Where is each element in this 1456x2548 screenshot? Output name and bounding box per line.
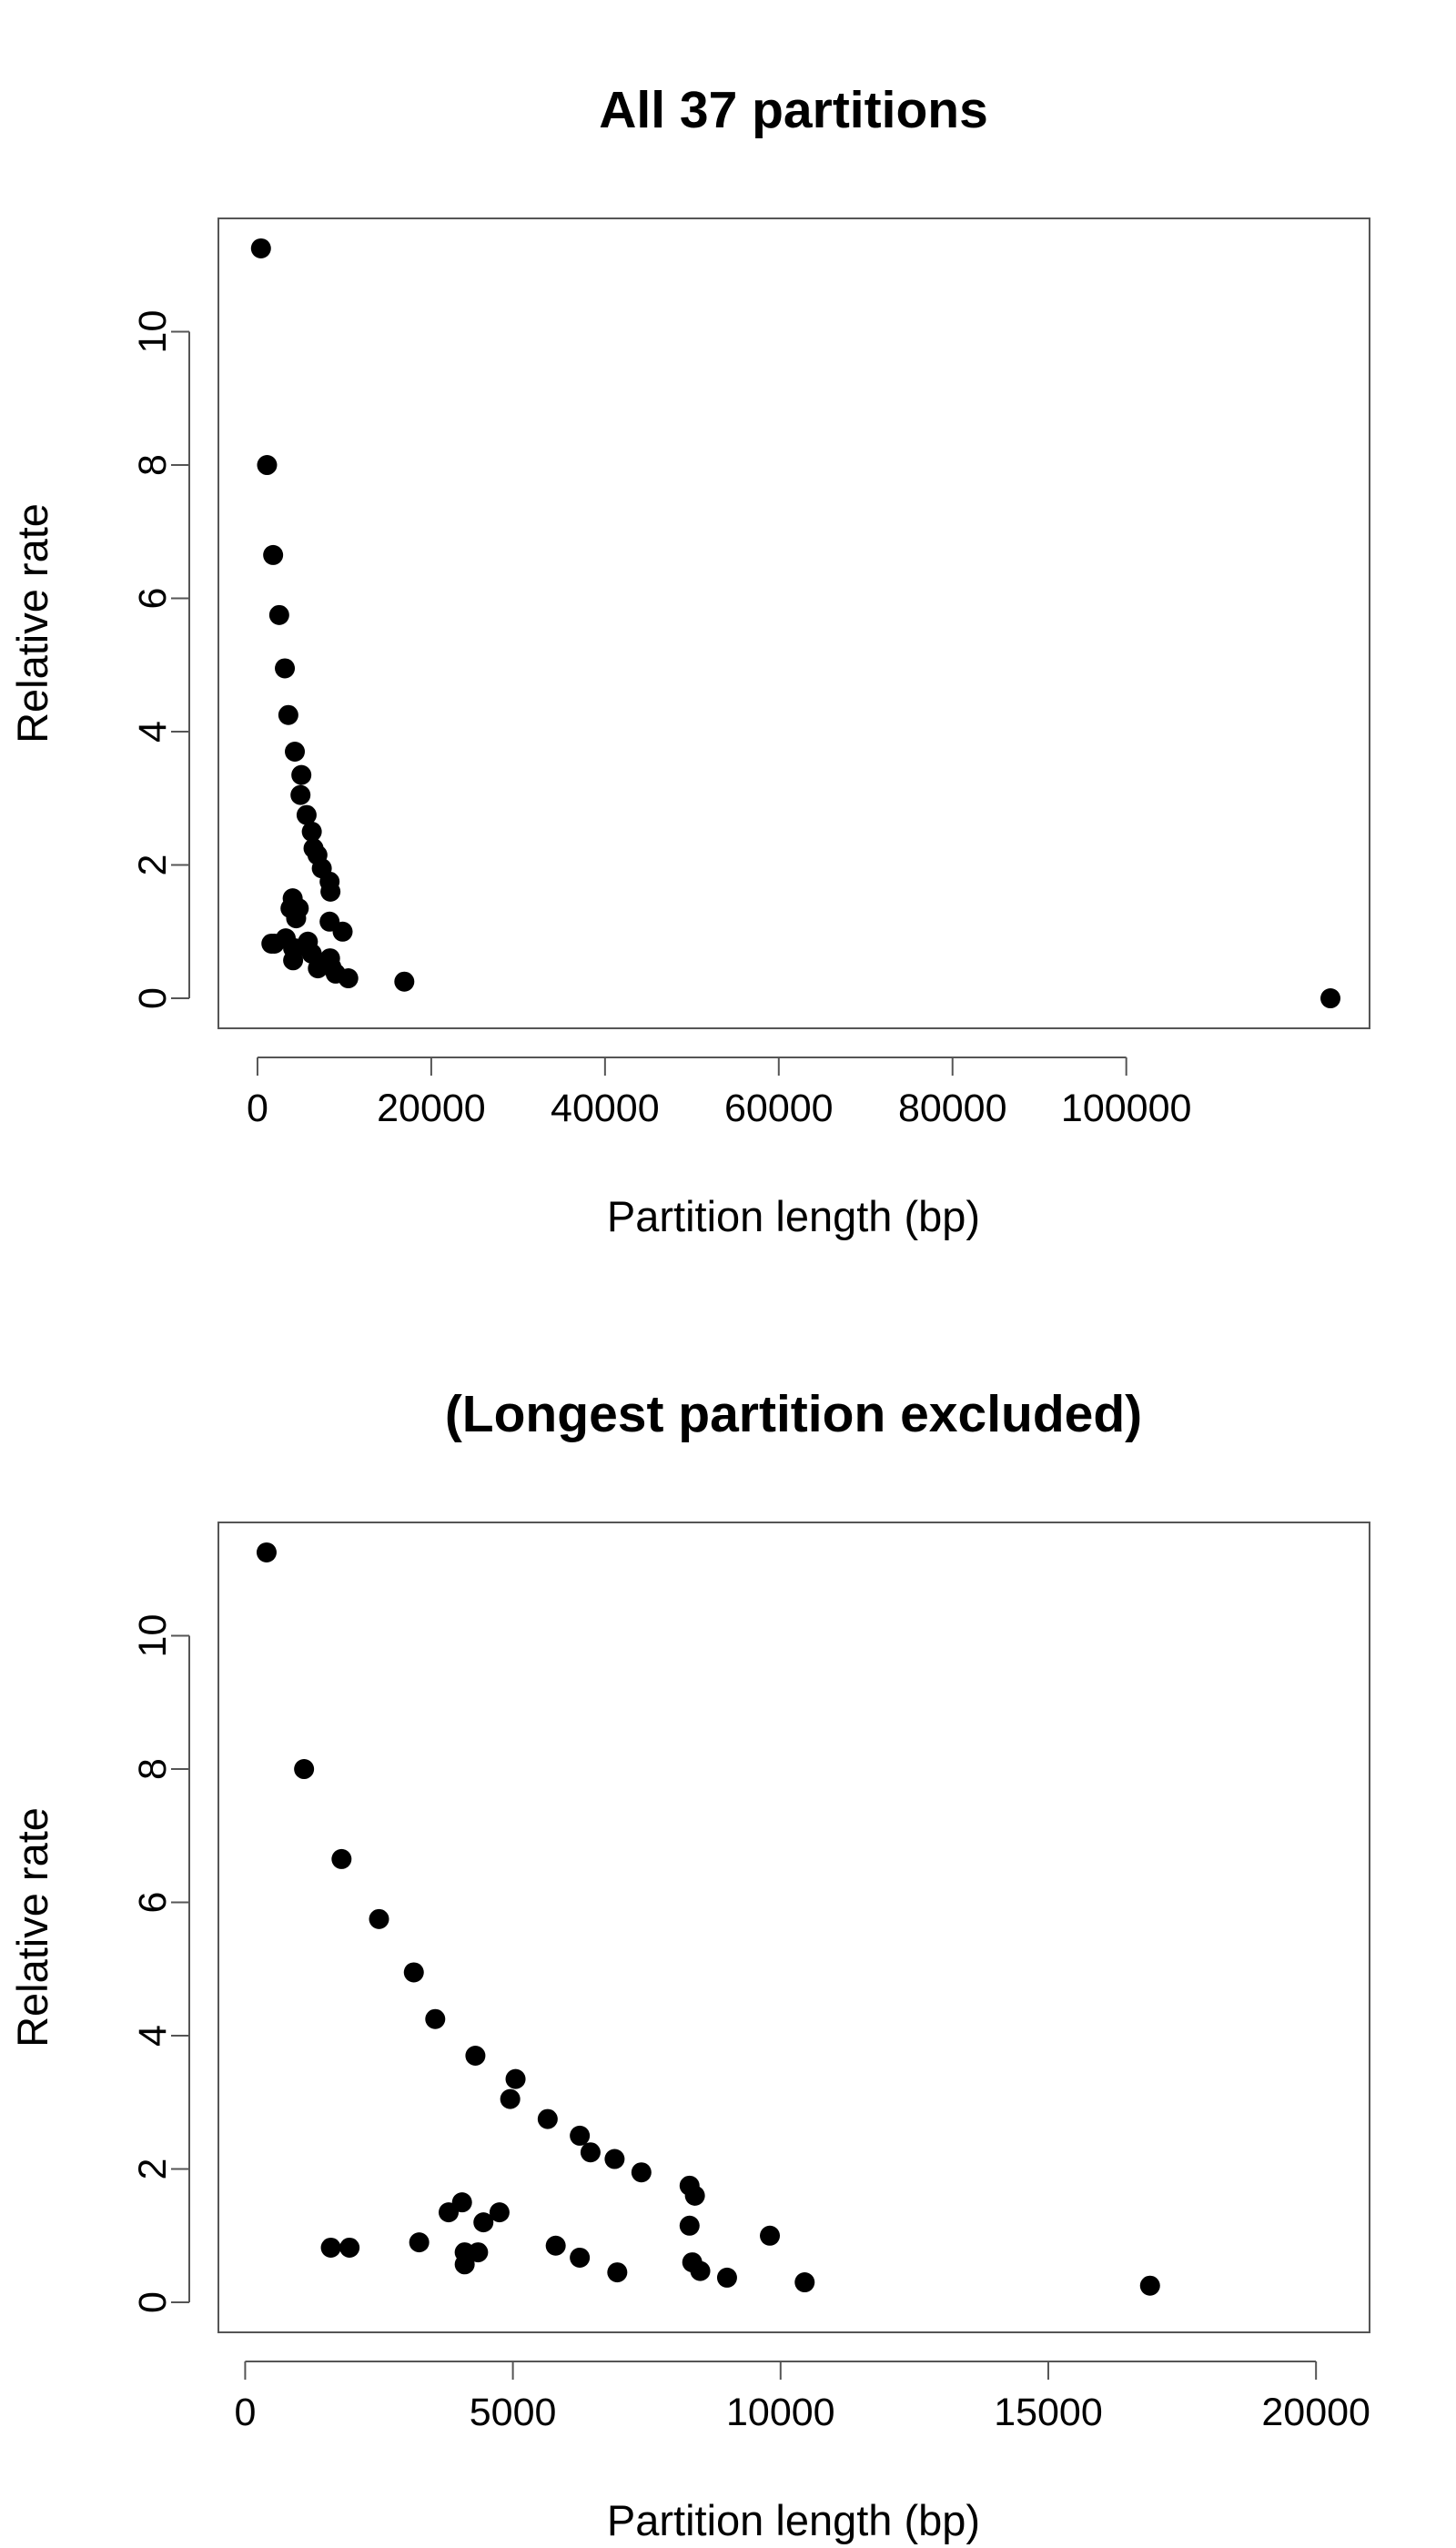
data-point [454, 2254, 475, 2275]
data-point [604, 2149, 625, 2169]
data-point [468, 2242, 489, 2263]
x-axis: 0 5000 10000 15000 20000 [234, 2361, 1370, 2434]
plot-frame [217, 1522, 1370, 2333]
y-tick-label: 6 [131, 588, 175, 610]
x-tick-label: 10000 [726, 2391, 835, 2434]
data-point [545, 2235, 566, 2256]
x-axis-label: Partition length (bp) [607, 2496, 980, 2544]
data-point [403, 1962, 424, 1983]
data-point [278, 704, 298, 725]
data-point [250, 238, 271, 258]
data-point [580, 2142, 601, 2163]
x-tick-label: 60000 [724, 1087, 834, 1130]
data-point [275, 658, 296, 679]
data-point [338, 968, 359, 989]
data-point [439, 2202, 459, 2223]
y-tick-label: 4 [131, 721, 175, 743]
data-point [505, 2068, 526, 2089]
data-point [425, 2008, 446, 2029]
data-point [1320, 988, 1341, 1009]
y-tick-label: 10 [131, 310, 175, 354]
data-point [294, 1759, 315, 1780]
data-point [1139, 2275, 1160, 2296]
x-tick-label: 15000 [994, 2391, 1103, 2434]
y-tick-label: 8 [131, 454, 175, 476]
y-tick-label: 4 [131, 2025, 175, 2047]
data-point [465, 2046, 486, 2067]
data-point [684, 2185, 705, 2206]
data-point [290, 784, 311, 805]
data-point [489, 2202, 510, 2223]
data-point [301, 821, 322, 842]
data-point [291, 764, 312, 785]
y-tick-label: 6 [131, 1892, 175, 1914]
data-point [320, 2237, 341, 2258]
y-tick-label: 2 [131, 854, 175, 876]
data-point [607, 2262, 628, 2283]
data-point [690, 2260, 711, 2281]
chart-title: All 37 partitions [599, 81, 988, 139]
y-axis-label: Relative rate [8, 503, 56, 743]
data-point [537, 2108, 558, 2129]
data-point [679, 2215, 700, 2236]
data-point [296, 804, 317, 825]
chart-panel-longest-excluded: (Longest partition excluded) 0 5000 10000 1… [8, 1385, 1370, 2544]
data-point [285, 742, 306, 763]
data-point [283, 950, 304, 971]
x-tick-label: 40000 [551, 1087, 660, 1130]
y-axis: 0 2 4 6 8 10 [131, 310, 190, 1009]
data-point [473, 2212, 494, 2233]
y-tick-label: 0 [131, 2291, 175, 2313]
data-point [268, 604, 289, 625]
x-tick-label: 0 [247, 1087, 268, 1130]
y-tick-label: 10 [131, 1614, 175, 1658]
x-tick-label: 5000 [470, 2391, 557, 2434]
data-point [339, 2237, 360, 2258]
x-axis: 0 20000 40000 60000 80000 100000 [247, 1057, 1191, 1130]
data-points [250, 238, 1341, 1009]
data-point [263, 544, 284, 565]
x-tick-label: 80000 [898, 1087, 1007, 1130]
data-point [409, 2232, 430, 2253]
data-point [286, 908, 307, 929]
data-point [570, 2247, 591, 2268]
data-point [500, 2088, 521, 2109]
y-tick-label: 8 [131, 1758, 175, 1780]
x-axis-label: Partition length (bp) [607, 1192, 980, 1240]
x-tick-label: 0 [234, 2391, 256, 2434]
data-point [369, 1908, 389, 1929]
x-tick-label: 100000 [1061, 1087, 1192, 1130]
x-tick-label: 20000 [1261, 2391, 1370, 2434]
data-point [570, 2125, 591, 2146]
data-point [332, 921, 353, 942]
y-tick-label: 0 [131, 987, 175, 1009]
data-point [320, 881, 341, 902]
x-tick-label: 20000 [377, 1087, 486, 1130]
data-point [394, 971, 415, 992]
data-point [716, 2267, 737, 2288]
data-point [631, 2162, 652, 2183]
data-point [760, 2225, 781, 2246]
data-point [256, 1542, 277, 1562]
data-points [256, 1542, 1160, 2296]
y-tick-label: 2 [131, 2159, 175, 2180]
chart-title: (Longest partition excluded) [445, 1385, 1142, 1443]
chart-panel-all-partitions: All 37 partitions 0 20000 40000 60000 80000 1… [8, 81, 1370, 1240]
data-point [794, 2272, 815, 2293]
plot-frame [217, 217, 1370, 1029]
data-point [331, 1848, 352, 1869]
data-point [257, 455, 278, 476]
y-axis-label: Relative rate [8, 1807, 56, 2048]
y-axis: 0 2 4 6 8 10 [131, 1614, 190, 2313]
